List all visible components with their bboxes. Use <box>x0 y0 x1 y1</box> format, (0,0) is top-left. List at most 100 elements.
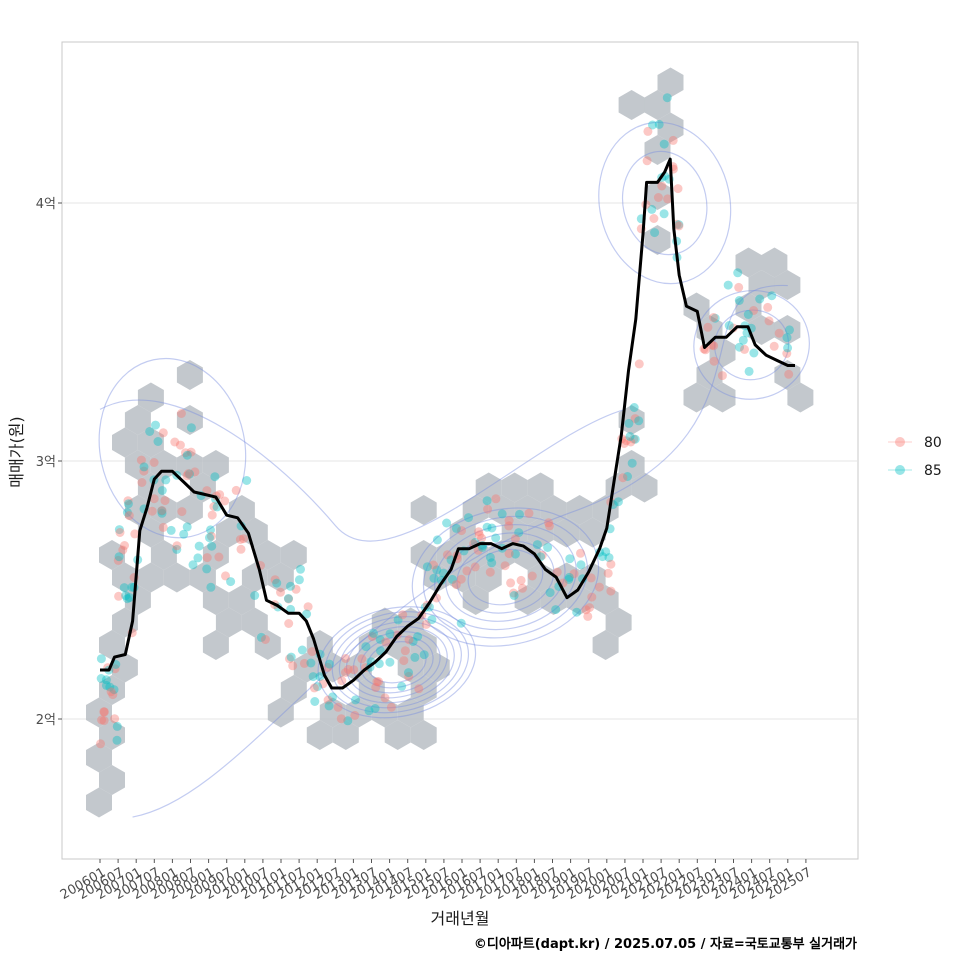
hex-bin <box>553 517 580 548</box>
data-point <box>99 707 109 717</box>
data-point <box>123 499 133 509</box>
data-point <box>643 126 653 136</box>
data-point <box>371 682 381 692</box>
contour-ring <box>360 636 434 689</box>
data-point <box>158 428 168 438</box>
data-point <box>309 683 319 693</box>
hex-bin <box>202 630 229 660</box>
data-point <box>186 423 196 433</box>
data-point <box>586 573 596 583</box>
data-point <box>182 450 192 460</box>
data-point <box>782 333 792 343</box>
data-point <box>451 523 461 533</box>
data-point <box>734 296 744 305</box>
data-point <box>504 521 514 531</box>
data-point <box>119 583 129 593</box>
data-point <box>735 342 744 352</box>
hex-bin <box>592 585 619 615</box>
data-point <box>724 321 734 330</box>
y-axis-title: 매매가(원) <box>7 416 26 487</box>
data-point <box>544 518 554 528</box>
hex-bin <box>99 540 125 570</box>
data-point <box>442 518 452 528</box>
data-point <box>564 574 574 584</box>
data-point <box>653 193 663 202</box>
data-point <box>324 701 334 711</box>
data-point <box>260 635 270 644</box>
data-point <box>323 662 333 672</box>
data-point <box>783 343 793 353</box>
data-point <box>717 371 727 381</box>
data-point <box>497 509 507 519</box>
data-point <box>206 525 215 535</box>
data-point <box>551 605 561 615</box>
data-point <box>96 739 105 749</box>
contour-ring <box>331 616 462 709</box>
data-point <box>743 310 753 319</box>
data-point <box>350 710 360 720</box>
hex-bin <box>345 652 372 683</box>
hex-bin <box>631 472 658 503</box>
data-point <box>585 603 594 613</box>
hex-bin <box>215 607 242 638</box>
data-point <box>105 682 115 692</box>
data-point <box>202 553 212 563</box>
data-point <box>375 635 385 644</box>
data-point <box>723 280 733 290</box>
hex-bin <box>176 495 203 525</box>
hex-bin <box>280 540 307 570</box>
data-point <box>509 588 518 598</box>
data-point <box>576 548 585 558</box>
data-point <box>442 550 452 560</box>
hex-bin <box>397 652 424 683</box>
data-point <box>504 549 514 559</box>
data-point <box>491 494 501 504</box>
data-point <box>239 534 248 544</box>
data-point <box>364 706 374 716</box>
data-point <box>194 541 204 551</box>
data-point <box>114 552 124 562</box>
data-point <box>166 525 176 535</box>
data-point <box>674 221 684 231</box>
data-point <box>110 714 120 724</box>
scatter-points <box>96 93 794 749</box>
data-point <box>315 672 325 682</box>
data-point <box>349 665 359 675</box>
hex-bin <box>579 562 606 593</box>
data-point <box>657 181 667 191</box>
data-point <box>649 214 659 223</box>
data-point <box>139 466 149 476</box>
legend-item-85: 85 <box>888 463 942 479</box>
data-point <box>583 611 593 621</box>
data-point <box>291 584 301 594</box>
contour-ring <box>693 289 810 400</box>
data-point <box>491 533 501 543</box>
data-point <box>629 403 639 412</box>
data-point <box>642 156 652 166</box>
hex-bin <box>254 540 281 570</box>
data-point <box>432 535 442 545</box>
data-point <box>206 582 216 592</box>
data-point <box>587 592 597 602</box>
data-point <box>109 685 119 695</box>
data-point <box>668 135 678 145</box>
contour-ring <box>317 606 477 719</box>
contour-ring <box>467 548 544 606</box>
data-point <box>421 619 431 629</box>
data-point <box>462 566 472 576</box>
hex-bin <box>112 427 138 458</box>
data-point <box>303 602 313 612</box>
data-point <box>343 716 353 726</box>
hex-bin <box>644 135 671 165</box>
data-point <box>621 436 631 446</box>
data-point <box>231 485 241 495</box>
data-point <box>581 605 591 615</box>
data-point <box>306 658 316 668</box>
data-point <box>221 571 230 581</box>
data-point <box>288 661 298 671</box>
data-point <box>647 204 657 214</box>
data-point <box>510 549 520 559</box>
data-point <box>738 335 748 345</box>
data-point <box>709 313 718 322</box>
data-point <box>101 680 111 690</box>
